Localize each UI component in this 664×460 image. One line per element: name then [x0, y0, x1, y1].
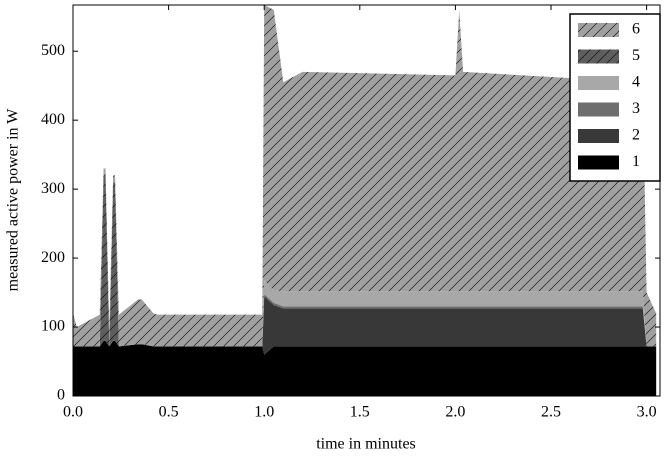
area — [73, 340, 657, 396]
area — [73, 280, 657, 347]
y-tick-label: 0 — [57, 387, 65, 404]
y-tick-label: 500 — [41, 42, 65, 59]
legend-swatch — [578, 155, 619, 170]
x-tick-label: 2.0 — [445, 404, 465, 421]
y-tick-label: 300 — [41, 180, 65, 197]
plot-area — [73, 5, 657, 396]
legend-label: 6 — [632, 21, 640, 38]
legend-label: 5 — [632, 47, 640, 64]
y-axis-label: measured active power in W — [5, 108, 22, 292]
legend-label: 4 — [632, 74, 640, 91]
y-tick-label: 100 — [41, 318, 65, 335]
legend-swatch — [578, 23, 619, 37]
legend-label: 1 — [632, 153, 640, 170]
y-tick-label: 400 — [41, 111, 65, 128]
x-tick-label: 2.5 — [541, 404, 561, 421]
x-tick-label: 0.0 — [63, 404, 83, 421]
y-tick-label: 200 — [41, 249, 65, 266]
legend-label: 2 — [632, 127, 640, 144]
legend-box — [569, 13, 661, 182]
legend-swatch — [578, 102, 619, 117]
legend-swatch — [578, 76, 619, 90]
x-tick-label: 1.5 — [350, 404, 370, 421]
x-tick-label: 3.0 — [637, 404, 657, 421]
area — [73, 293, 657, 347]
area — [73, 296, 657, 355]
x-tick-label: 1.0 — [254, 404, 274, 421]
x-axis-label: time in minutes — [316, 436, 416, 453]
legend-swatch — [578, 49, 619, 64]
legend-label: 3 — [632, 100, 640, 117]
legend-swatch — [578, 129, 619, 143]
x-tick-label: 0.5 — [159, 404, 179, 421]
frame — [72, 4, 661, 397]
area — [73, 5, 657, 347]
